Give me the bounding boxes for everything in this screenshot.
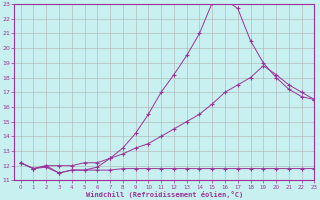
X-axis label: Windchill (Refroidissement éolien,°C): Windchill (Refroidissement éolien,°C) [86, 191, 243, 198]
